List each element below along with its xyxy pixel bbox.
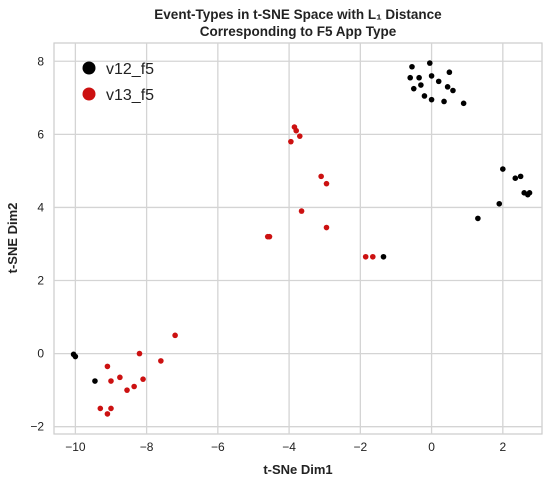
data-point-v12_f5 (428, 96, 435, 103)
data-point-v13_f5 (108, 378, 114, 384)
data-point-v13_f5 (108, 405, 114, 412)
data-point-v12_f5 (435, 78, 442, 85)
data-point-v13_f5 (296, 133, 303, 139)
x-axis-label: t-SNe Dim1 (263, 462, 332, 477)
data-point-v12_f5 (450, 87, 456, 94)
legend-label-v13: v13_f5 (106, 87, 154, 104)
data-point-v13_f5 (318, 173, 324, 180)
data-point-v12_f5 (380, 253, 387, 260)
chart-title-line2: Corresponding to F5 App Type (200, 24, 397, 39)
data-point-v13_f5 (131, 383, 137, 390)
y-tick-label: 8 (37, 54, 44, 68)
data-point-v12_f5 (410, 85, 417, 92)
data-point-v13_f5 (293, 127, 300, 134)
data-point-v13_f5 (172, 332, 178, 339)
data-point-v12_f5 (72, 353, 79, 360)
data-point-v12_f5 (512, 175, 519, 182)
x-tick-label: −2 (353, 440, 367, 454)
chart-title-line1: Event-Types in t-SNE Space with L₁ Dista… (154, 7, 442, 22)
data-point-v12_f5 (496, 200, 503, 207)
data-point-v13_f5 (97, 405, 104, 412)
data-point-v13_f5 (323, 180, 330, 187)
data-point-v13_f5 (370, 253, 376, 260)
data-point-v13_f5 (117, 374, 123, 381)
data-point-v12_f5 (517, 173, 524, 180)
data-point-v12_f5 (441, 98, 447, 105)
data-point-v12_f5 (500, 166, 506, 172)
data-point-v12_f5 (521, 190, 527, 196)
tick-labels: −10 −8 −6 −4 −2 0 2 −2 0 2 4 6 8 (30, 54, 506, 454)
data-point-v13_f5 (104, 411, 111, 417)
data-point-v12_f5 (416, 74, 422, 81)
legend-marker-v13 (82, 87, 96, 101)
data-point-v12_f5 (426, 60, 433, 66)
data-point-v13_f5 (140, 376, 146, 382)
legend: v12_f5 v13_f5 (82, 61, 154, 104)
data-point-v13_f5 (288, 138, 294, 145)
x-tick-label: −10 (65, 440, 86, 454)
y-tick-label: 2 (37, 274, 44, 288)
data-point-v13_f5 (298, 208, 305, 214)
legend-marker-v12 (82, 61, 96, 75)
data-point-v12_f5 (418, 82, 424, 88)
x-tick-label: −4 (282, 440, 296, 454)
y-tick-label: 6 (37, 127, 44, 141)
data-point-v13_f5 (323, 224, 330, 231)
data-point-v12_f5 (446, 69, 453, 76)
data-point-v12_f5 (407, 74, 414, 81)
data-point-v12_f5 (475, 215, 481, 222)
data-point-v12_f5 (428, 73, 435, 79)
y-tick-label: −2 (30, 420, 44, 434)
x-tick-label: −6 (211, 440, 225, 454)
data-point-v12_f5 (92, 378, 98, 384)
data-point-v13_f5 (158, 358, 164, 364)
data-point-v13_f5 (124, 387, 130, 393)
grid (54, 43, 542, 434)
data-point-v13_f5 (136, 350, 143, 357)
data-point-v13_f5 (362, 253, 369, 260)
data-points (70, 60, 533, 417)
data-point-v13_f5 (266, 233, 273, 240)
y-tick-label: 0 (37, 347, 44, 361)
data-point-v12_f5 (444, 84, 451, 90)
y-tick-label: 4 (37, 200, 44, 214)
data-point-v12_f5 (460, 100, 467, 107)
x-tick-label: 0 (428, 440, 435, 454)
x-tick-label: −8 (140, 440, 154, 454)
data-point-v12_f5 (409, 63, 415, 70)
data-point-v13_f5 (104, 363, 111, 370)
data-point-v12_f5 (421, 93, 428, 99)
y-axis-label: t-SNE Dim2 (5, 203, 20, 274)
legend-label-v12: v12_f5 (106, 61, 154, 78)
plot-area (53, 42, 543, 435)
x-tick-label: 2 (499, 440, 506, 454)
